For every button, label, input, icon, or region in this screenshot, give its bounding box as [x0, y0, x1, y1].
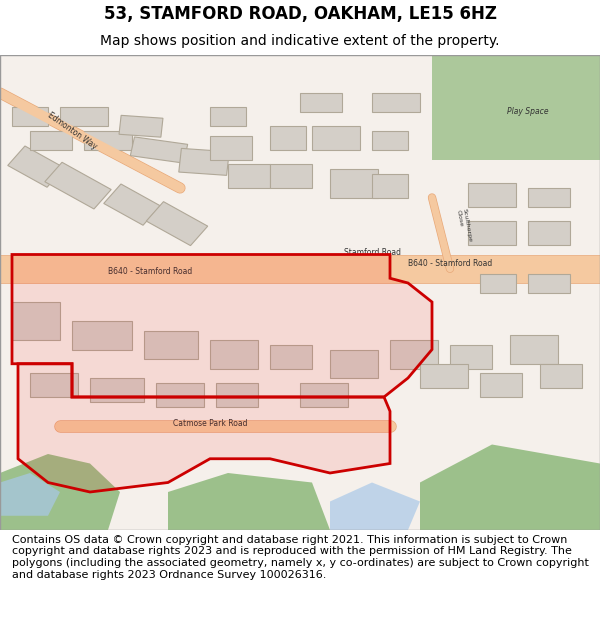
Polygon shape [420, 364, 468, 388]
Polygon shape [450, 345, 492, 369]
Polygon shape [540, 364, 582, 388]
Text: Stamford Road: Stamford Road [343, 248, 401, 257]
Polygon shape [72, 321, 132, 349]
Polygon shape [312, 126, 360, 150]
Polygon shape [216, 382, 258, 406]
Polygon shape [168, 473, 330, 530]
Polygon shape [45, 162, 111, 209]
Polygon shape [210, 136, 252, 159]
Text: Edmonton Way: Edmonton Way [46, 111, 98, 151]
Polygon shape [420, 444, 600, 530]
Polygon shape [12, 302, 60, 340]
Polygon shape [179, 148, 229, 176]
Polygon shape [270, 345, 312, 369]
Polygon shape [60, 107, 108, 126]
Text: Sculthorpe
Close: Sculthorpe Close [456, 208, 473, 244]
Polygon shape [144, 331, 198, 359]
Polygon shape [468, 221, 516, 245]
Polygon shape [528, 274, 570, 292]
Text: 53, STAMFORD ROAD, OAKHAM, LE15 6HZ: 53, STAMFORD ROAD, OAKHAM, LE15 6HZ [104, 5, 497, 22]
Polygon shape [12, 107, 48, 126]
Text: Play Space: Play Space [507, 107, 549, 116]
Polygon shape [30, 131, 72, 150]
Polygon shape [270, 164, 312, 188]
Polygon shape [372, 174, 408, 198]
Text: B640 - Stamford Road: B640 - Stamford Road [408, 259, 492, 269]
Polygon shape [104, 184, 160, 225]
Text: Contains OS data © Crown copyright and database right 2021. This information is : Contains OS data © Crown copyright and d… [12, 535, 589, 579]
Polygon shape [330, 349, 378, 378]
Polygon shape [156, 382, 204, 406]
Polygon shape [119, 116, 163, 137]
Polygon shape [146, 202, 208, 246]
Polygon shape [372, 93, 420, 112]
Polygon shape [300, 93, 342, 112]
Bar [0, 254, 600, 283]
Polygon shape [30, 373, 78, 397]
Polygon shape [330, 169, 378, 198]
Polygon shape [0, 454, 120, 530]
Polygon shape [372, 131, 408, 150]
Polygon shape [228, 164, 270, 188]
Polygon shape [130, 137, 188, 163]
Polygon shape [432, 55, 600, 159]
Polygon shape [480, 373, 522, 397]
Polygon shape [210, 107, 246, 126]
Polygon shape [528, 221, 570, 245]
Polygon shape [90, 378, 144, 402]
Polygon shape [0, 473, 60, 516]
Polygon shape [510, 335, 558, 364]
Polygon shape [8, 146, 64, 188]
Polygon shape [270, 126, 306, 150]
Polygon shape [84, 131, 132, 150]
Polygon shape [300, 382, 348, 406]
Polygon shape [18, 364, 390, 492]
Polygon shape [528, 188, 570, 207]
Text: B640 - Stamford Road: B640 - Stamford Road [108, 267, 192, 276]
Polygon shape [330, 482, 420, 530]
Polygon shape [210, 340, 258, 369]
Polygon shape [12, 254, 432, 397]
Text: Catmose Park Road: Catmose Park Road [173, 419, 247, 428]
Polygon shape [390, 340, 438, 369]
Text: Map shows position and indicative extent of the property.: Map shows position and indicative extent… [100, 34, 500, 48]
Polygon shape [480, 274, 516, 292]
Polygon shape [468, 183, 516, 207]
